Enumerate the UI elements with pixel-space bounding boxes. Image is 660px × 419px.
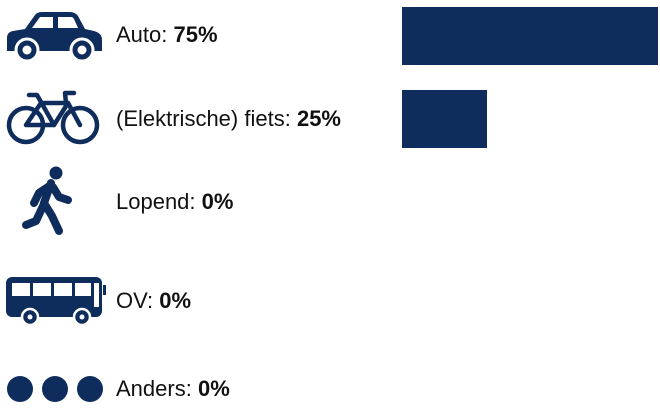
row-lopend: Lopend: 0% — [0, 166, 660, 235]
category-label: (Elektrische) fiets — [116, 106, 285, 131]
value-label: 0% — [159, 288, 192, 313]
value-label: 25% — [296, 106, 341, 131]
category-label: Lopend — [116, 189, 190, 214]
car-icon — [4, 5, 108, 65]
value-label: 0% — [197, 376, 230, 401]
row-label-auto: Auto: 75% — [116, 22, 218, 47]
category-label: Anders — [116, 376, 186, 401]
row-label-lopend: Lopend: 0% — [116, 189, 234, 214]
dots-icon — [4, 359, 108, 419]
row-fiets: (Elektrische) fiets: 25% — [0, 89, 660, 149]
row-label-fiets: (Elektrische) fiets: 25% — [116, 106, 341, 131]
walking-person-icon — [4, 166, 108, 235]
row-label-ov: OV: 0% — [116, 288, 192, 313]
row-ov: OV: 0% — [0, 271, 660, 331]
row-anders: Anders: 0% — [0, 359, 660, 419]
row-auto: Auto: 75% — [0, 5, 660, 65]
category-label: Auto — [116, 22, 162, 47]
bicycle-icon — [4, 89, 108, 149]
category-label: OV — [116, 288, 147, 313]
bus-icon — [4, 271, 108, 331]
value-label: 0% — [201, 189, 234, 214]
value-label: 75% — [173, 22, 218, 47]
row-label-anders: Anders: 0% — [116, 376, 230, 401]
